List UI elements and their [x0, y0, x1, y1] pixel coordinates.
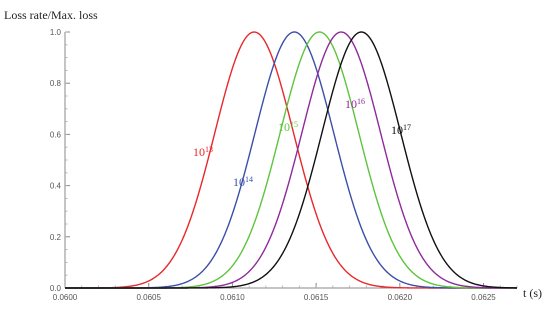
series-label-1e15: 1015 [278, 120, 298, 134]
series-line-1e15 [65, 31, 517, 289]
x-tick-label: 0.0600 [53, 293, 78, 302]
axes: 0.0600 0.0605 0.0610 0.0615 0.0620 0.0625 0.0 0… [50, 28, 518, 302]
series-line-1e13 [65, 31, 517, 289]
series-labels: 1013 1014 1015 1016 1017 [193, 97, 411, 189]
x-tick-label: 0.0615 [304, 293, 329, 302]
x-tick-label: 0.0620 [388, 293, 413, 302]
series-line-1e14 [65, 31, 517, 289]
y-tick-label: 0.8 [50, 79, 62, 88]
series-line-1e17 [65, 31, 518, 289]
x-axis-label: t (s) [523, 286, 542, 300]
y-tick-label: 0.6 [50, 130, 62, 139]
series-label-1e13: 1013 [193, 145, 213, 159]
y-tick-label: 0.4 [50, 182, 62, 191]
series-label-1e17: 1017 [391, 123, 411, 137]
y-axis-label: Loss rate/Max. loss [4, 8, 98, 22]
x-tick-label: 0.0605 [136, 293, 161, 302]
series-line-1e16 [65, 31, 517, 289]
y-tick-label: 0.2 [50, 233, 62, 242]
y-tick-label: 0.0 [50, 284, 62, 293]
x-tick-label: 0.0610 [220, 293, 245, 302]
series-label-1e14: 1014 [233, 175, 253, 189]
y-tick-label: 1.0 [50, 28, 62, 37]
series-label-1e16: 1016 [345, 97, 365, 111]
x-tick-label: 0.0625 [471, 293, 496, 302]
curves [65, 31, 518, 289]
